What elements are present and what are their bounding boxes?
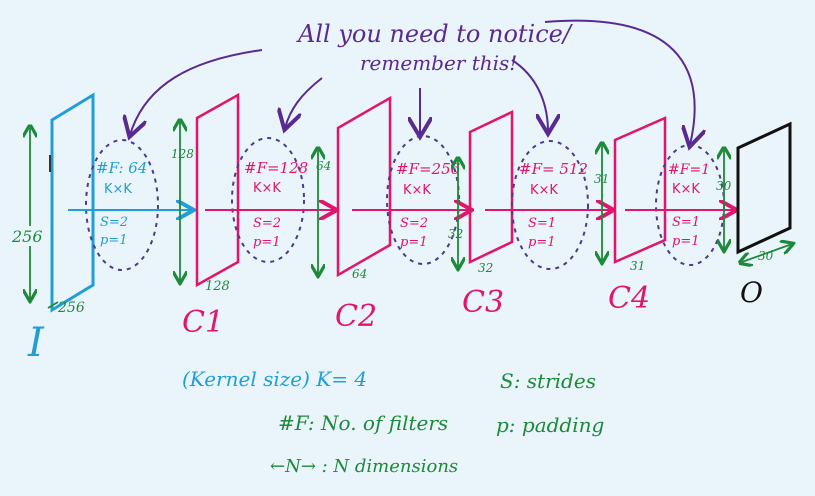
op2-padding: p=1 xyxy=(253,235,281,250)
output-width-arrow xyxy=(742,244,792,262)
legend-filters: #F: No. of filters xyxy=(278,411,448,435)
op1-kernel: K×K xyxy=(104,182,132,197)
callout-arrow-2 xyxy=(285,77,323,128)
op3-padding: p=1 xyxy=(400,235,428,250)
op4-stride: S=1 xyxy=(528,216,556,231)
op2-ellipse xyxy=(231,137,305,263)
c1-height-dim: 128 xyxy=(171,147,194,161)
op4-ellipse xyxy=(511,140,589,270)
c4-width-dim: 31 xyxy=(630,259,645,273)
legend-padding: p: padding xyxy=(496,413,604,437)
callout-arrow-4 xyxy=(511,59,548,132)
callout-arrow-1 xyxy=(130,49,263,135)
callout-line2: remember this! xyxy=(360,51,517,75)
c3-width-dim: 32 xyxy=(478,261,493,275)
input-height-bg xyxy=(12,226,46,246)
op2-filters: #F=128 xyxy=(244,159,308,177)
layer-c3-plane xyxy=(468,110,514,264)
layer-c2-label: C2 xyxy=(335,299,377,334)
op3-filters: #F=256 xyxy=(396,160,461,178)
op5-padding: p=1 xyxy=(672,234,700,249)
c3-height-dim: 32 xyxy=(448,227,463,241)
op2-stride: S=2 xyxy=(253,216,281,231)
op3-stride: S=2 xyxy=(400,216,428,231)
c1-width-dim: 128 xyxy=(205,279,230,294)
layer-c4-plane xyxy=(613,116,667,264)
c4-height-dim: 31 xyxy=(594,172,609,186)
legend-strides: S: strides xyxy=(500,369,596,393)
op4-filters: #F= 512 xyxy=(519,160,588,178)
input-label: I xyxy=(27,320,45,366)
op1-stride: S=2 xyxy=(100,215,128,230)
op5-filters: #F=1 xyxy=(668,162,710,178)
op1-filters: #F: 64 xyxy=(96,159,147,177)
output-height-dim: 30 xyxy=(716,179,732,193)
legend-kernel-size: (Kernel size) K= 4 xyxy=(182,367,367,391)
output-plane xyxy=(736,121,792,255)
callout-line1: All you need to notice/ xyxy=(296,20,574,48)
op1-ellipse xyxy=(85,139,159,271)
input-plane xyxy=(50,92,95,313)
op3-kernel: K×K xyxy=(403,183,431,198)
output-label: O xyxy=(740,276,763,309)
op2-kernel: K×K xyxy=(253,181,281,196)
layer-c2-plane xyxy=(336,95,392,278)
op4-kernel: K×K xyxy=(530,183,558,198)
output-width-dim: 30 xyxy=(758,249,774,263)
layer-c1-label: C1 xyxy=(182,305,224,340)
c2-height-dim: 64 xyxy=(316,159,331,173)
layer-c1-plane xyxy=(195,92,240,288)
callout-arrow-5 xyxy=(544,19,695,145)
op5-stride: S=1 xyxy=(672,215,700,230)
op5-kernel: K×K xyxy=(672,182,700,197)
input-width-tick xyxy=(47,301,59,309)
op1-padding: p=1 xyxy=(100,233,128,248)
c2-width-dim: 64 xyxy=(352,267,367,281)
input-width-dim: 256 xyxy=(57,300,85,316)
input-height-dim: 256 xyxy=(11,227,43,246)
op4-padding: p=1 xyxy=(528,235,556,250)
layer-c3-label: C3 xyxy=(462,285,504,320)
layer-c4-label: C4 xyxy=(608,281,650,316)
legend-dims: ←N→ : N dimensions xyxy=(270,456,458,477)
